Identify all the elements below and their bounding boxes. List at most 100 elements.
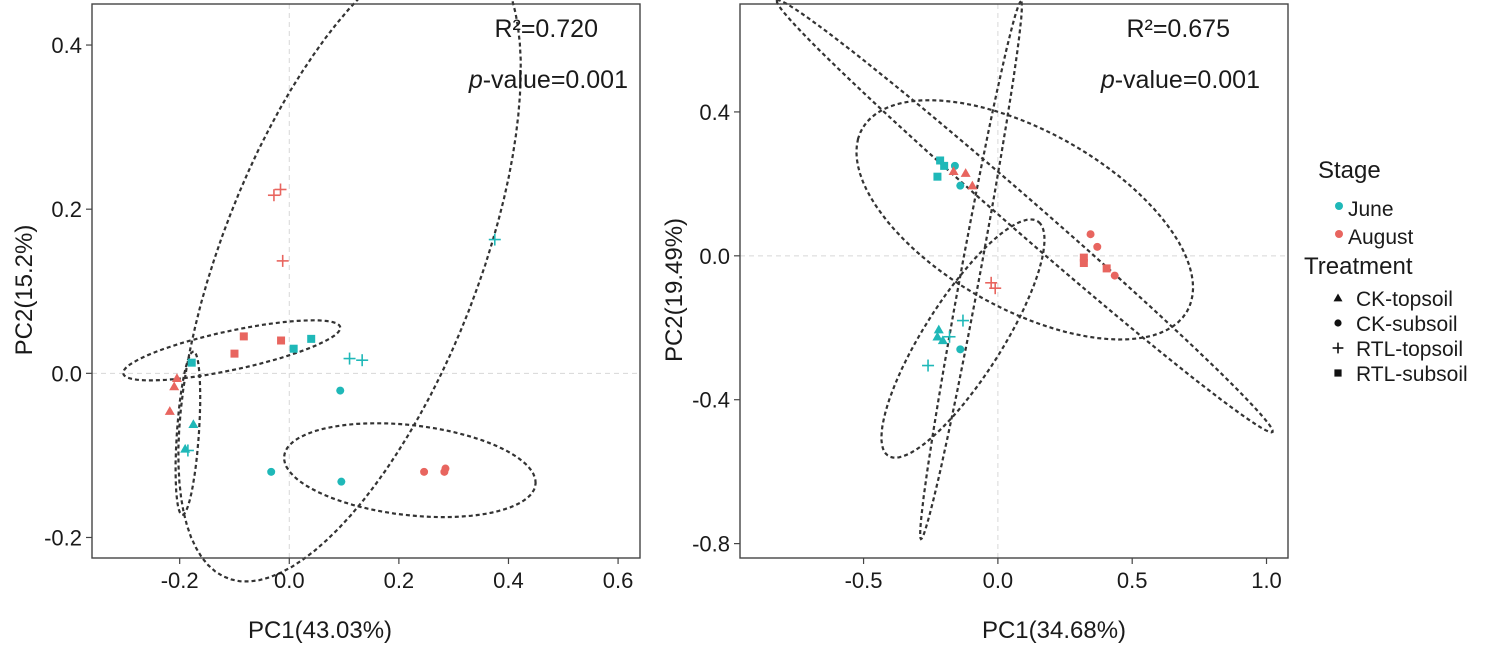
x-tick-label: -0.5 <box>845 568 883 593</box>
data-point <box>267 189 280 202</box>
data-point <box>267 467 276 476</box>
data-point <box>1086 230 1095 239</box>
data-point <box>188 419 199 428</box>
data-point <box>1093 242 1102 251</box>
x-axis-title: PC1(34.68%) <box>982 617 1126 644</box>
legend: Stage June August Treatment CK-topsoilCK-… <box>1304 157 1468 386</box>
x-tick-label: 0.2 <box>384 568 415 593</box>
data-point <box>420 467 429 476</box>
legend-treatment-label: CK-subsoil <box>1356 313 1458 336</box>
data-point <box>989 282 1002 295</box>
data-point <box>936 156 945 165</box>
data-point <box>937 335 948 345</box>
data-point <box>289 344 298 353</box>
legend-marker-icon <box>1334 319 1342 327</box>
data-point <box>1110 271 1119 280</box>
data-point <box>956 181 965 190</box>
legend-dot-icon <box>1335 202 1343 210</box>
data-point <box>488 233 501 246</box>
r-squared-annotation: R²=0.720 <box>494 15 598 43</box>
legend-marker-icon <box>1332 342 1344 354</box>
legend-treatment-label: RTL-subsoil <box>1356 363 1468 386</box>
y-tick-label: 0.4 <box>699 100 730 125</box>
data-point <box>967 180 978 190</box>
confidence-ellipse-3 <box>919 0 1024 541</box>
data-point <box>230 349 239 358</box>
data-point <box>1102 264 1111 273</box>
p-value-annotation: p-value=0.001 <box>468 66 628 94</box>
data-point <box>343 352 356 365</box>
legend-treatment-title: Treatment <box>1304 253 1413 280</box>
data-point <box>932 331 943 341</box>
pca-panel-right: -0.5 0.0 0.5 1.0-0.8-0.40.00.4 PC1(34.68%) … <box>661 0 1289 644</box>
x-tick-label: 0.6 <box>603 568 634 593</box>
data-point <box>276 254 289 267</box>
confidence-ellipse-4 <box>880 218 1046 459</box>
data-point <box>239 332 248 341</box>
confidence-ellipse-3 <box>174 350 202 517</box>
legend-stage-august: August <box>1335 226 1414 249</box>
data-point <box>337 477 346 486</box>
y-tick-label: 0.4 <box>51 33 82 58</box>
pca-panel-left: -0.2 0.0 0.2 0.4 0.6 -0.2 0.0 0.2 0.4 PC1(43.03%… <box>11 0 641 644</box>
x-tick-label: 0.0 <box>274 568 305 593</box>
data-point <box>943 330 956 343</box>
data-point <box>1079 253 1088 262</box>
y-axis-title: PC2(15.2%) <box>11 225 38 356</box>
y-tick-label: -0.8 <box>692 532 730 557</box>
legend-marker-icon <box>1333 293 1343 302</box>
y-tick-label: 0.0 <box>699 244 730 269</box>
x-axis-title: PC1(43.03%) <box>248 617 392 644</box>
x-tick-label: 0.4 <box>493 568 524 593</box>
confidence-ellipse-1 <box>177 0 522 583</box>
data-point <box>1079 259 1088 268</box>
legend-treatment-label: RTL-topsoil <box>1356 338 1463 361</box>
data-point <box>933 172 942 181</box>
y-tick-label: -0.2 <box>44 525 82 550</box>
data-point <box>307 334 316 343</box>
data-point <box>187 358 196 367</box>
plot-frame <box>739 3 1289 559</box>
legend-stage-title: Stage <box>1318 157 1381 184</box>
data-point <box>274 183 287 196</box>
legend-treatment-label: CK-topsoil <box>1356 288 1453 311</box>
data-point <box>441 464 450 473</box>
data-point <box>922 359 935 372</box>
legend-treatment-ck-topsoil: CK-topsoil <box>1333 288 1453 311</box>
legend-treatment-rtl-subsoil: RTL-subsoil <box>1334 363 1468 386</box>
x-tick-label: 1.0 <box>1251 568 1282 593</box>
data-point <box>940 161 949 170</box>
legend-stage-label: August <box>1348 226 1414 249</box>
legend-stage-label: June <box>1348 198 1394 221</box>
legend-dot-icon <box>1335 230 1343 238</box>
data-point <box>336 386 345 395</box>
data-point <box>164 406 175 415</box>
p-italic: p <box>468 66 483 94</box>
data-point <box>956 314 969 327</box>
plot-frame <box>91 3 641 559</box>
x-tick-label: 0.0 <box>983 568 1014 593</box>
confidence-ellipse-2 <box>122 319 342 382</box>
legend-treatment-ck-subsoil: CK-subsoil <box>1334 313 1458 336</box>
y-axis-title: PC2(19.49%) <box>661 218 688 362</box>
r-squared-annotation: R²=0.675 <box>1126 15 1230 43</box>
legend-marker-icon <box>1334 369 1342 377</box>
p-value-text: -value=0.001 <box>1115 66 1260 94</box>
data-point <box>933 324 944 334</box>
y-tick-label: 0.0 <box>51 361 82 386</box>
x-tick-label: -0.2 <box>161 568 199 593</box>
data-point <box>956 345 965 354</box>
confidence-ellipse-2 <box>775 0 1274 434</box>
data-point <box>181 444 194 457</box>
legend-stage-june: June <box>1335 198 1394 221</box>
data-point <box>356 354 369 367</box>
p-italic: p <box>1100 66 1115 94</box>
data-point <box>960 168 971 177</box>
data-point <box>169 381 180 391</box>
confidence-ellipse-1 <box>855 99 1195 341</box>
data-point <box>948 166 959 176</box>
data-point <box>277 336 286 345</box>
x-tick-label: 0.5 <box>1117 568 1148 593</box>
p-value-annotation: p-value=0.001 <box>1100 66 1260 94</box>
